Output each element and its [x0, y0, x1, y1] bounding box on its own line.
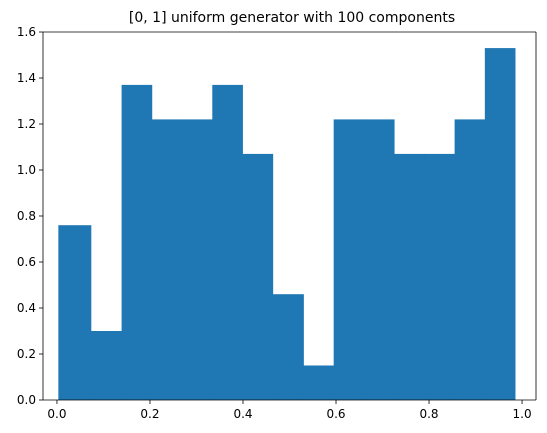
histogram-bar-2	[121, 84, 153, 401]
bars-layer	[58, 48, 516, 401]
histogram-bar-1	[90, 331, 122, 400]
histogram-bar-13	[454, 119, 486, 401]
x-tick-label-0: 0.0	[47, 407, 66, 421]
histogram-bar-5	[212, 84, 243, 401]
histogram-bar-3	[151, 119, 183, 401]
histogram-bar-7	[272, 294, 304, 400]
histogram-bar-9	[333, 119, 365, 401]
histogram-bar-0	[58, 225, 92, 400]
histogram-bar-10	[363, 119, 395, 401]
y-tick-label-7: 1.4	[17, 71, 36, 85]
y-tick-label-8: 1.6	[17, 25, 36, 39]
x-tick-label-1: 0.2	[140, 407, 159, 421]
y-tick-label-1: 0.2	[17, 347, 36, 361]
chart-title: [0, 1] uniform generator with 100 compon…	[129, 10, 455, 26]
histogram-bar-11	[394, 153, 425, 400]
histogram-bar-6	[242, 153, 274, 400]
y-tick-label-3: 0.6	[17, 255, 36, 269]
y-tick-label-2: 0.4	[17, 301, 36, 315]
y-axis-ticks: 0.0 0.2 0.4 0.6 0.8 1.0 1.2 1.4 1.6	[17, 25, 43, 407]
y-tick-label-4: 0.8	[17, 209, 36, 223]
y-tick-label-0: 0.0	[17, 393, 36, 407]
histogram-bar-12	[424, 153, 456, 400]
histogram-bar-14	[484, 48, 516, 400]
x-axis-ticks: 0.0 0.2 0.4 0.6 0.8 1.0	[47, 400, 532, 421]
y-tick-label-5: 1.0	[17, 163, 36, 177]
x-tick-label-2: 0.4	[233, 407, 252, 421]
x-tick-label-5: 1.0	[513, 407, 532, 421]
histogram-bar-8	[303, 365, 335, 400]
y-tick-label-6: 1.2	[17, 117, 36, 131]
x-tick-label-3: 0.6	[326, 407, 345, 421]
x-tick-label-4: 0.8	[419, 407, 438, 421]
histogram-bar-4	[182, 119, 213, 401]
